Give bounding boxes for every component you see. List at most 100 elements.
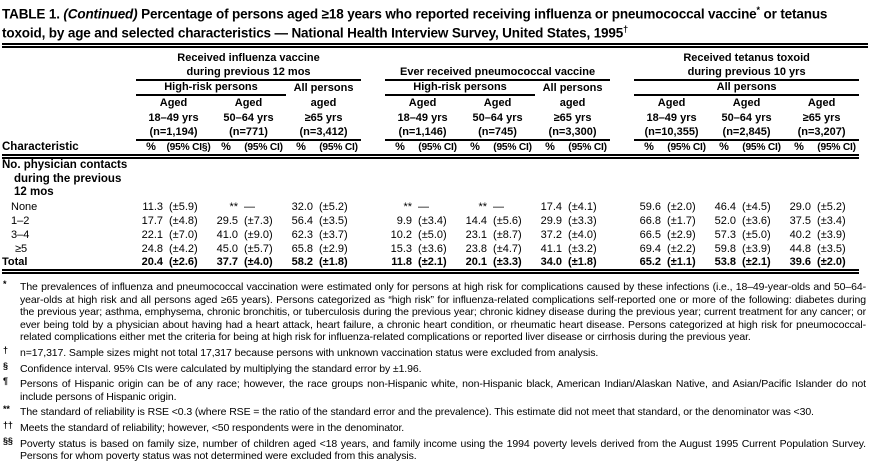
footnote-text: The prevalences of influenza and pneumoc… (20, 281, 866, 344)
footnote-marker: † (3, 344, 8, 355)
col-header-sample-size: (n=3,207) (784, 125, 860, 141)
footnote-marker: ** (3, 404, 10, 415)
col-header-sample-size: (n=2,845) (709, 125, 785, 141)
empty-cell (136, 157, 859, 200)
table-row: during previous 12 mos Ever received pne… (2, 65, 860, 81)
footnote-marker: ¶ (3, 376, 8, 387)
pneumo-group-title: Ever received pneumococcal vaccine (385, 65, 611, 81)
col-header-sample-size: (n=3,300) (535, 125, 611, 141)
pct-cell: 23.1 (465, 228, 488, 241)
tetanus-group-title-line2: during previous 10 yrs (634, 65, 860, 81)
pct-cell: 44.8 (789, 242, 812, 255)
pct-cell: 59.6 (639, 200, 662, 213)
table-row: 1–2 17.7 (±4.8) 29.5 (±7.3) 56.4 (±3.5) … (2, 214, 859, 228)
pct-cell: 52.0 (714, 214, 737, 227)
pct-cell: 11.3 (142, 200, 163, 213)
col-header-age-range: 18–49 yrs (646, 112, 697, 124)
column-gap (361, 228, 385, 242)
ci-cell: (±3.9) (817, 228, 846, 241)
col-header-percent: % (634, 140, 665, 159)
influenza-highrisk-subhead: High-risk persons (136, 80, 286, 96)
table-body: No. physician contacts during the previo… (2, 157, 860, 274)
col-header-age-range: 18–49 yrs (148, 112, 199, 124)
col-header-percent: % (286, 140, 316, 159)
footnote-pilcrow: ¶ Persons of Hispanic origin can be of an… (3, 375, 866, 403)
ci-cell: (±3.6) (418, 242, 447, 255)
ci-cell: (±3.7) (319, 228, 348, 241)
ci-cell: (±9.0) (244, 228, 273, 241)
pct-cell: 66.8 (639, 214, 662, 227)
col-header-age-range: ≥65 yrs (304, 112, 343, 124)
table-title-text-a: Percentage of persons aged ≥18 years who… (141, 6, 757, 22)
ci-cell: (±2.2) (667, 242, 696, 255)
footnote-marker: †† (3, 419, 13, 430)
ci-cell: (±8.7) (493, 228, 522, 241)
ci-cell: (±3.9) (742, 242, 771, 255)
pct-cell: 45.0 (216, 242, 238, 255)
footnote-section: § Confidence interval. 95% CIs were calcu… (3, 360, 866, 376)
footnotes-block: * The prevalences of influenza and pneumo… (2, 274, 868, 463)
col-header-percent: % (460, 140, 491, 159)
row-label: 3–4 (11, 228, 30, 241)
ci-cell: (±4.5) (742, 200, 771, 213)
ci-cell: (±3.3) (490, 255, 536, 274)
table-header: Characteristic Received influenza vaccin… (2, 50, 860, 159)
footnote-double-section: §§ Poverty status is based on family size… (3, 435, 866, 463)
pct-cell: 41.1 (540, 242, 563, 255)
ci-cell: (±2.0) (814, 255, 860, 274)
pct-cell: 46.4 (714, 200, 737, 213)
col-header-age-range: 50–64 yrs (721, 112, 772, 124)
ci-cell: (±5.6) (493, 214, 522, 227)
col-header-ci: (95% CI) (664, 140, 710, 159)
ci-cell: (±1.8) (565, 255, 611, 274)
col-header-ci: (95% CI) (490, 140, 536, 159)
row-label: 1–2 (11, 214, 30, 227)
vaccination-table: Characteristic Received influenza vaccin… (2, 50, 860, 274)
table-title-text-b: or tetanus toxoid, by age and selected c… (2, 6, 828, 40)
influenza-allpersons-subhead: All persons (293, 82, 354, 94)
table-row: 3–4 22.1 (±7.0) 41.0 (±9.0) 62.3 (±3.7) … (2, 228, 859, 242)
col-header-aged: Aged (483, 97, 512, 109)
pct-cell: 20.1 (460, 255, 491, 274)
pct-cell: 59.8 (714, 242, 737, 255)
ci-cell: (±5.7) (244, 242, 273, 255)
ci-cell: — (418, 200, 430, 213)
pct-cell: 66.5 (639, 228, 662, 241)
col-header-percent: % (136, 140, 166, 159)
ci-cell: (±3.5) (817, 242, 846, 255)
pct-cell: 37.7 (211, 255, 241, 274)
footnote-marker: §§ (3, 435, 13, 446)
ci-cell: (±2.1) (739, 255, 785, 274)
footnote-text: Poverty status is based on family size, … (20, 437, 866, 463)
col-header-sample-size: (n=3,412) (286, 125, 362, 141)
ci-cell: — (493, 200, 505, 213)
ci-cell: (±4.0) (568, 228, 597, 241)
characteristic-column-header: Characteristic (2, 50, 136, 159)
footnote-marker-dagger: † (623, 23, 628, 34)
pct-cell: 62.3 (291, 228, 313, 241)
column-gap (361, 242, 385, 256)
col-header-aged: Aged (159, 97, 188, 109)
footnote-star: * The prevalences of influenza and pneumo… (3, 278, 866, 344)
ci-cell: (±7.3) (244, 214, 273, 227)
col-header-sample-size: (n=1,146) (385, 125, 461, 141)
footnote-marker-star: * (756, 5, 761, 15)
pct-cell: 37.2 (540, 228, 563, 241)
tetanus-allpersons-subhead: All persons (634, 80, 860, 96)
table-row: No. physician contacts during the previo… (2, 157, 859, 200)
influenza-group-title-line2: during previous 12 mos (136, 65, 362, 81)
col-header-sample-size: (n=745) (460, 125, 536, 141)
title-divider-rule (2, 43, 868, 48)
ci-cell: (±5.9) (169, 200, 198, 213)
pct-cell: 17.7 (141, 214, 163, 227)
col-header-aged: Aged (408, 97, 437, 109)
col-header-age-range: 50–64 yrs (472, 112, 523, 124)
ci-cell: (±7.0) (169, 228, 198, 241)
pct-cell: 65.8 (291, 242, 313, 255)
ci-cell: (±1.7) (667, 214, 696, 227)
tetanus-group-title-line1: Received tetanus toxoid (683, 52, 810, 64)
column-gap (361, 214, 385, 228)
pct-cell: 9.9 (396, 214, 413, 227)
ci-cell: (±2.9) (667, 228, 696, 241)
